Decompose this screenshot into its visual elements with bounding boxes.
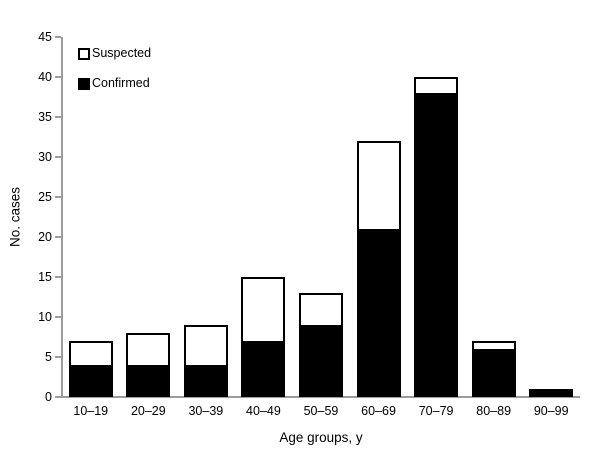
x-tick-label: 20–29: [130, 404, 166, 418]
legend-swatch-confirmed: [78, 77, 90, 90]
y-tick-mark: [55, 356, 61, 358]
y-tick-label: 0: [45, 390, 52, 404]
confirmed-segment: [473, 349, 514, 395]
y-tick-label: 45: [38, 30, 52, 44]
y-tick-label: 15: [38, 270, 52, 284]
y-tick-mark: [55, 316, 61, 318]
confirmed-segment: [243, 341, 284, 395]
y-tick-label: 25: [38, 190, 52, 204]
y-tick-mark: [55, 76, 61, 78]
x-tick-label: 70–79: [418, 404, 454, 418]
y-tick-label: 10: [38, 310, 52, 324]
x-tick-label: 80–89: [476, 404, 512, 418]
legend-label: Suspected: [92, 46, 152, 60]
confirmed-segment: [301, 325, 341, 395]
x-axis-title: Age groups, y: [279, 430, 363, 445]
y-axis-line: [61, 37, 63, 398]
x-tick-label: 30–39: [188, 404, 224, 418]
x-tick-label: 40–49: [246, 404, 281, 418]
y-tick-mark: [55, 236, 61, 238]
x-axis-line: [61, 396, 580, 398]
y-tick-label: 30: [38, 150, 52, 164]
legend-swatch-suspected: [78, 47, 90, 60]
bar-60-69: [356, 141, 401, 397]
y-tick-mark: [55, 116, 61, 118]
bar-10-19: [68, 341, 113, 397]
x-tick-label: 60–69: [361, 404, 396, 418]
y-tick-label: 20: [38, 230, 52, 244]
y-tick-label: 35: [38, 110, 52, 124]
legend-item-suspected: Suspected: [78, 47, 151, 60]
bar-20-29: [126, 333, 171, 397]
bar-50-59: [299, 293, 343, 397]
legend-label: Confirmed: [92, 76, 150, 90]
y-tick-mark: [55, 156, 61, 158]
y-tick-label: 40: [38, 70, 52, 84]
bar-30-39: [183, 325, 228, 397]
x-tick-label: 10–19: [73, 404, 109, 418]
confirmed-segment: [185, 365, 226, 395]
confirmed-segment: [358, 229, 399, 395]
y-tick-mark: [55, 36, 61, 38]
bar-90-99: [529, 389, 574, 397]
confirmed-segment: [531, 389, 572, 395]
bar-40-49: [241, 277, 286, 397]
legend-item-confirmed: Confirmed: [78, 77, 150, 90]
bar-80-89: [471, 341, 516, 397]
y-tick-mark: [55, 196, 61, 198]
y-tick-mark: [55, 396, 61, 398]
x-tick-label: 90–99: [533, 404, 569, 418]
x-tick-label: 50–59: [303, 404, 339, 418]
confirmed-segment: [128, 365, 169, 395]
y-tick-mark: [55, 276, 61, 278]
confirmed-segment: [416, 93, 457, 395]
confirmed-segment: [70, 365, 111, 395]
y-tick-label: 5: [45, 350, 52, 364]
bar-70-79: [414, 77, 459, 397]
